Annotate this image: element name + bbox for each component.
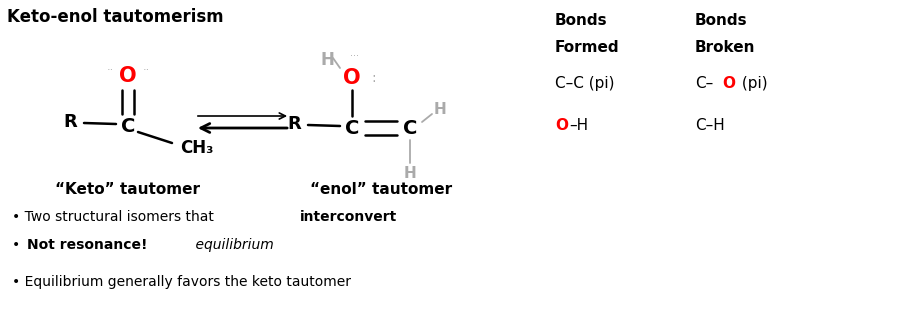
Text: O: O: [722, 76, 735, 91]
Text: C–: C–: [695, 76, 713, 91]
Text: C–H: C–H: [695, 118, 725, 133]
Text: H: H: [320, 51, 334, 69]
Text: R: R: [63, 113, 76, 131]
Text: O: O: [119, 66, 137, 86]
Text: ···: ···: [350, 51, 359, 61]
Text: C–C (pi): C–C (pi): [555, 76, 615, 91]
Text: O: O: [555, 118, 568, 133]
Text: equilibrium: equilibrium: [184, 238, 274, 252]
Text: Bonds: Bonds: [695, 13, 748, 28]
Text: •: •: [12, 238, 24, 252]
Text: Keto-enol tautomerism: Keto-enol tautomerism: [7, 8, 223, 26]
Text: “enol” tautomer: “enol” tautomer: [310, 182, 452, 197]
Text: C: C: [345, 119, 359, 137]
Text: C: C: [121, 116, 135, 135]
Text: • Two structural isomers that: • Two structural isomers that: [12, 210, 218, 224]
Text: “Keto” tautomer: “Keto” tautomer: [55, 182, 200, 197]
Text: :: :: [372, 71, 376, 85]
Text: R: R: [287, 115, 301, 133]
Text: –H: –H: [569, 118, 588, 133]
Text: ··: ··: [142, 65, 149, 75]
Text: Broken: Broken: [695, 40, 755, 55]
Text: CH₃: CH₃: [180, 139, 213, 157]
Text: H: H: [403, 165, 417, 181]
Text: ··: ··: [106, 65, 113, 75]
Text: • Equilibrium generally favors the keto tautomer: • Equilibrium generally favors the keto …: [12, 275, 351, 289]
Text: C: C: [403, 119, 418, 137]
Text: Bonds: Bonds: [555, 13, 608, 28]
Text: (pi): (pi): [737, 76, 768, 91]
Text: H: H: [434, 102, 446, 117]
Text: Not resonance!: Not resonance!: [27, 238, 148, 252]
Text: O: O: [343, 68, 361, 88]
Text: Formed: Formed: [555, 40, 619, 55]
Text: interconvert: interconvert: [300, 210, 397, 224]
